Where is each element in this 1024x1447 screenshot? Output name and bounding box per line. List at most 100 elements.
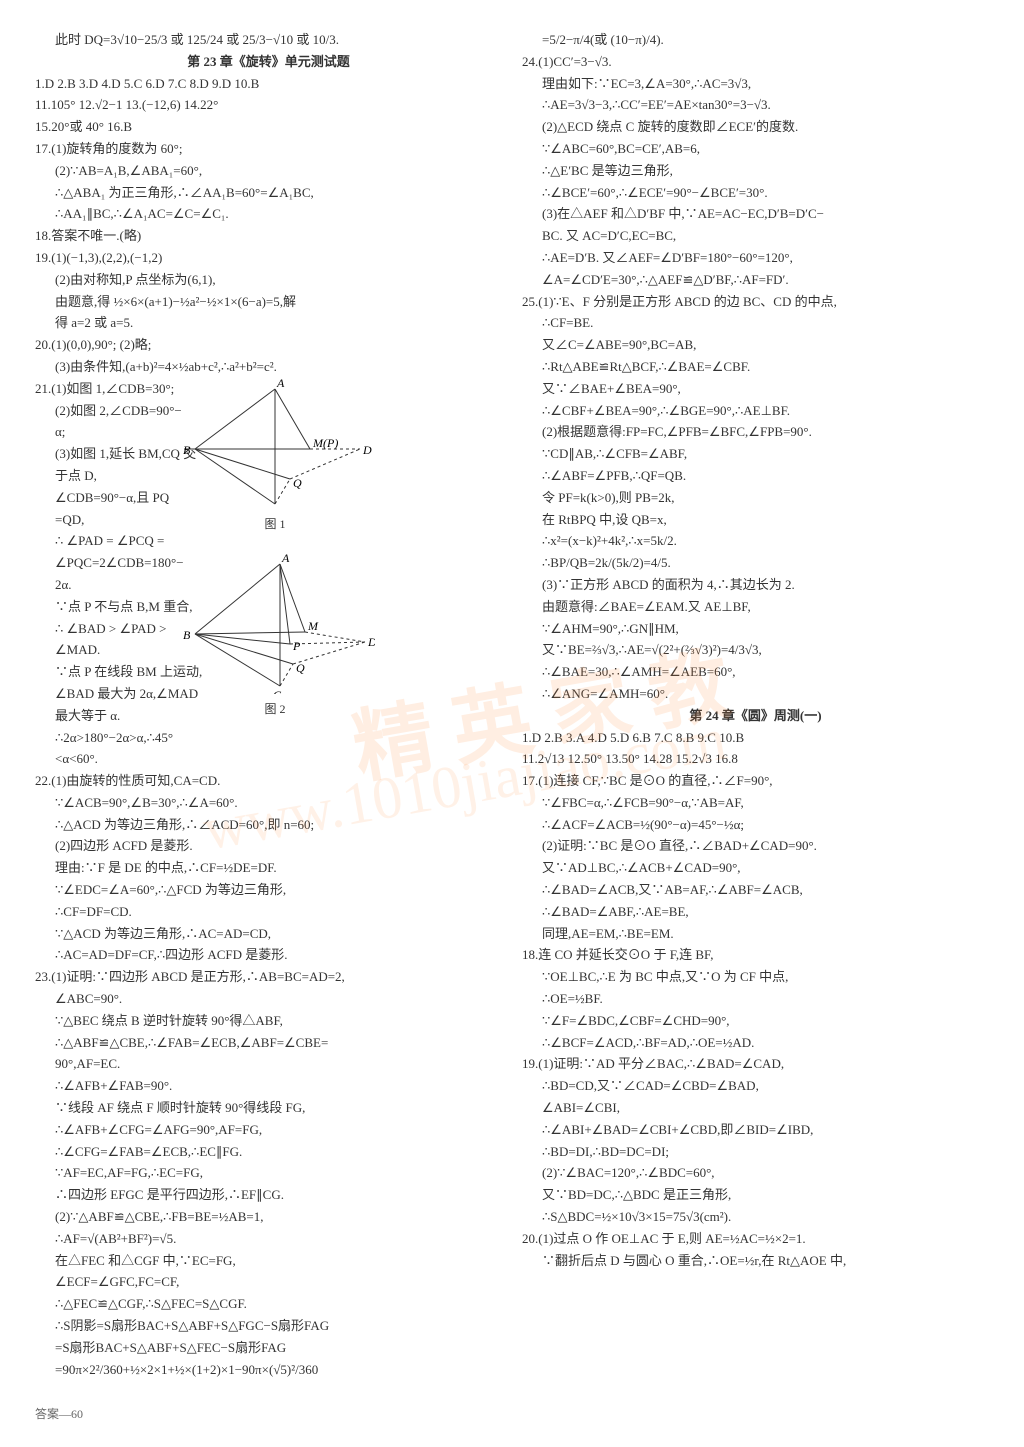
- text-line: ∴AF=√(AB²+BF²)=√5.: [35, 1229, 502, 1250]
- right-column: =5/2−π/4(或 (10−π)/4). 24.(1)CC′=3−√3. 理由…: [522, 30, 989, 1381]
- diagram-1-svg: A B C D M(P) Q: [175, 379, 375, 509]
- text-line: 23.(1)证明:∵四边形 ABCD 是正方形,∴AB=BC=AD=2,: [35, 967, 502, 988]
- text-line: ∴BD=CD,又∵∠CAD=∠CBD=∠BAD,: [522, 1076, 989, 1097]
- text-line: ∴BD=DI,∴BD=DC=DI;: [522, 1142, 989, 1163]
- text-line: 令 PF=k(k>0),则 PB=2k,: [522, 488, 989, 509]
- text-line: 又∠C=∠ABE=90°,BC=AB,: [522, 335, 989, 356]
- text-line: ∴∠ABF=∠PFB,∴QF=QB.: [522, 466, 989, 487]
- text-line: ∴S△BDC=½×10√3×15=75√3(cm²).: [522, 1207, 989, 1228]
- text-line: ∴△ABF≌△CBE,∴∠FAB=∠ECB,∠ABF=∠CBE=: [35, 1033, 502, 1054]
- text-line: 20.(1)过点 O 作 OE⊥AC 于 E,则 AE=½AC=½×2=1.: [522, 1229, 989, 1250]
- diagram-2-svg: A B C D M P Q: [175, 554, 375, 694]
- text-line: ∵∠FBC=α,∴∠FCB=90°−α,∵AB=AF,: [522, 793, 989, 814]
- text-line: ∵∠ABC=60°,BC=CE′,AB=6,: [522, 139, 989, 160]
- text-line: ∴∠BCE′=60°,∴∠ECE′=90°−∠BCE′=30°.: [522, 183, 989, 204]
- text-line: ∴∠BAE=30,∴∠AMH=∠AEB=60°,: [522, 662, 989, 683]
- text-line: ∴x²=(x−k)²+4k²,∴x=5k/2.: [522, 531, 989, 552]
- text-line: ∴∠ANG=∠AMH=60°.: [522, 684, 989, 705]
- text-line: 19.(1)证明:∵AD 平分∠BAC,∴∠BAD=∠CAD,: [522, 1054, 989, 1075]
- text-line: ∠ABI=∠CBI,: [522, 1098, 989, 1119]
- text-line: ∵∠ACB=90°,∠B=30°,∴∠A=60°.: [35, 793, 502, 814]
- label-p2: P: [292, 639, 301, 653]
- label-c2: C: [273, 688, 282, 694]
- text-line: ∴∠ACF=∠ACB=½(90°−α)=45°−½α;: [522, 815, 989, 836]
- page-footer: 答案—60: [35, 1405, 83, 1422]
- label-d: D: [362, 443, 372, 457]
- text-line: 此时 DQ=3√10−25/3 或 125/24 或 25/3−√10 或 10…: [35, 30, 502, 51]
- text-line: 22.(1)由旋转的性质可知,CA=CD.: [35, 771, 502, 792]
- text-line: ∴AE=D′B. 又∠AEF=∠D′BF=180°−60°=120°,: [522, 248, 989, 269]
- text-line: 17.(1)旋转角的度数为 60°;: [35, 139, 502, 160]
- text-line: ∠ECF=∠GFC,FC=CF,: [35, 1272, 502, 1293]
- text-line: ∵CD∥AB,∴∠CFB=∠ABF,: [522, 444, 989, 465]
- text-line: 在 RtBPQ 中,设 QB=x,: [522, 510, 989, 531]
- text-line: ∴△ABA₁ 为正三角形,∴∠AA₁B=60°=∠A₁BC,: [35, 183, 502, 204]
- text-line: 同理,AE=EM,∴BE=EM.: [522, 924, 989, 945]
- text-line: 15.20°或 40° 16.B: [35, 117, 502, 138]
- text-line: ∵∠EDC=∠A=60°,∴△FCD 为等边三角形,: [35, 880, 502, 901]
- text-line: (2)四边形 ACFD 是菱形.: [35, 836, 502, 857]
- label-d2: D: [367, 635, 375, 649]
- text-line: 由题意得:∠BAE=∠EAM.又 AE⊥BF,: [522, 597, 989, 618]
- text-line: ∴AA₁∥BC,∴∠A₁AC=∠C=∠C₁.: [35, 204, 502, 225]
- text-line: ∴四边形 EFGC 是平行四边形,∴EF∥CG.: [35, 1185, 502, 1206]
- text-line: ∵∠F=∠BDC,∠CBF=∠CHD=90°,: [522, 1011, 989, 1032]
- text-line: ∵∠AHM=90°,∴GN∥HM,: [522, 619, 989, 640]
- text-line: ∴∠AFB+∠FAB=90°.: [35, 1076, 502, 1097]
- label-b2: B: [183, 628, 191, 642]
- text-line: 25.(1)∵E、F 分别是正方形 ABCD 的边 BC、CD 的中点,: [522, 292, 989, 313]
- text-line: 17.(1)连接 CF,∵BC 是⊙O 的直径,∴∠F=90°,: [522, 771, 989, 792]
- label-c: C: [270, 506, 279, 509]
- text-line: ∴2α>180°−2α>α,∴45°: [35, 728, 502, 749]
- text-line: ∴△E′BC 是等边三角形,: [522, 161, 989, 182]
- text-line: 90°,AF=EC.: [35, 1054, 502, 1075]
- text-line: 19.(1)(−1,3),(2,2),(−1,2): [35, 248, 502, 269]
- page-content: 此时 DQ=3√10−25/3 或 125/24 或 25/3−√10 或 10…: [35, 30, 989, 1381]
- figure-2-caption: 图 2: [175, 700, 375, 717]
- label-m2: M: [307, 619, 319, 633]
- text-line: ∴CF=DF=CD.: [35, 902, 502, 923]
- text-line: ∴ ∠PAD = ∠PCQ =: [35, 531, 502, 552]
- label-b: B: [183, 443, 191, 457]
- text-line: 理由:∵F 是 DE 的中点,∴CF=½DE=DF.: [35, 858, 502, 879]
- text-line: ∴Rt△ABE≌Rt△BCF,∴∠BAE=∠CBF.: [522, 357, 989, 378]
- text-line: ∴∠BCF=∠ACD,∴BF=AD,∴OE=½AD.: [522, 1033, 989, 1054]
- text-line: (2)∵AB=A₁B,∠ABA₁=60°,: [35, 161, 502, 182]
- text-line: ∴∠AFB+∠CFG=∠AFG=90°,AF=FG,: [35, 1120, 502, 1141]
- text-line: 由题意,得 ½×6×(a+1)−½a²−½×1×(6−a)=5,解: [35, 292, 502, 313]
- text-line: =90π×2²/360+½×2×1+½×(1+2)×1−90π×(√5)²/36…: [35, 1360, 502, 1381]
- text-line: ∴∠ABI+∠BAD=∠CBI+∠CBD,即∠BID=∠IBD,: [522, 1120, 989, 1141]
- text-line: 又∵BE=⅔√3,∴AE=√(2²+(⅔√3)²)=4/3√3,: [522, 640, 989, 661]
- text-line: 又∵∠BAE+∠BEA=90°,: [522, 379, 989, 400]
- text-line: ∴CF=BE.: [522, 313, 989, 334]
- text-line: 在△FEC 和△CGF 中,∵EC=FG,: [35, 1251, 502, 1272]
- text-line: ∠ABC=90°.: [35, 989, 502, 1010]
- text-line: 18.连 CO 并延长交⊙O 于 F,连 BF,: [522, 945, 989, 966]
- label-mp: M(P): [312, 436, 338, 450]
- text-line: ∵OE⊥BC,∴E 为 BC 中点,又∵O 为 CF 中点,: [522, 967, 989, 988]
- text-line: ∴BP/QB=2k/(5k/2)=4/5.: [522, 553, 989, 574]
- text-line: (3)在△AEF 和△D′BF 中,∵AE=AC−EC,D′B=D′C−: [522, 204, 989, 225]
- figure-1: A B C D M(P) Q 图 1: [175, 379, 375, 509]
- text-line: 24.(1)CC′=3−√3.: [522, 52, 989, 73]
- text-line: (2)∵△ABF≌△CBE,∴FB=BE=½AB=1,: [35, 1207, 502, 1228]
- text-line: ∴S阴影=S扇形BAC+S△ABF+S△FGC−S扇形FAG: [35, 1316, 502, 1337]
- text-line: =5/2−π/4(或 (10−π)/4).: [522, 30, 989, 51]
- text-line: ∴OE=½BF.: [522, 989, 989, 1010]
- text-line: ∴AC=AD=DF=CF,∴四边形 ACFD 是菱形.: [35, 945, 502, 966]
- left-column: 此时 DQ=3√10−25/3 或 125/24 或 25/3−√10 或 10…: [35, 30, 502, 1381]
- text-line: 1.D 2.B 3.D 4.D 5.C 6.D 7.C 8.D 9.D 10.B: [35, 74, 502, 95]
- text-line: ∴∠BAD=∠ABF,∴AE=BE,: [522, 902, 989, 923]
- text-line: 1.D 2.B 3.A 4.D 5.D 6.B 7.C 8.B 9.C 10.B: [522, 728, 989, 749]
- text-line: 11.105° 12.√2−1 13.(−12,6) 14.22°: [35, 95, 502, 116]
- text-line: =S扇形BAC+S△ABF+S△FEC−S扇形FAG: [35, 1338, 502, 1359]
- text-line: ∵线段 AF 绕点 F 顺时针旋转 90°得线段 FG,: [35, 1098, 502, 1119]
- chapter-title: 第 23 章《旋转》单元测试题: [35, 52, 502, 73]
- text-line: ∠A=∠CD′E=30°,∴△AEF≌△D′BF,∴AF=FD′.: [522, 270, 989, 291]
- text-line: 20.(1)(0,0),90°; (2)略;: [35, 335, 502, 356]
- text-line: 又∵BD=DC,∴△BDC 是正三角形,: [522, 1185, 989, 1206]
- text-line: (2)∵∠BAC=120°,∴∠BDC=60°,: [522, 1163, 989, 1184]
- label-a: A: [276, 379, 285, 390]
- text-line: 理由如下:∵EC=3,∠A=30°,∴AC=3√3,: [522, 74, 989, 95]
- label-q: Q: [293, 476, 302, 490]
